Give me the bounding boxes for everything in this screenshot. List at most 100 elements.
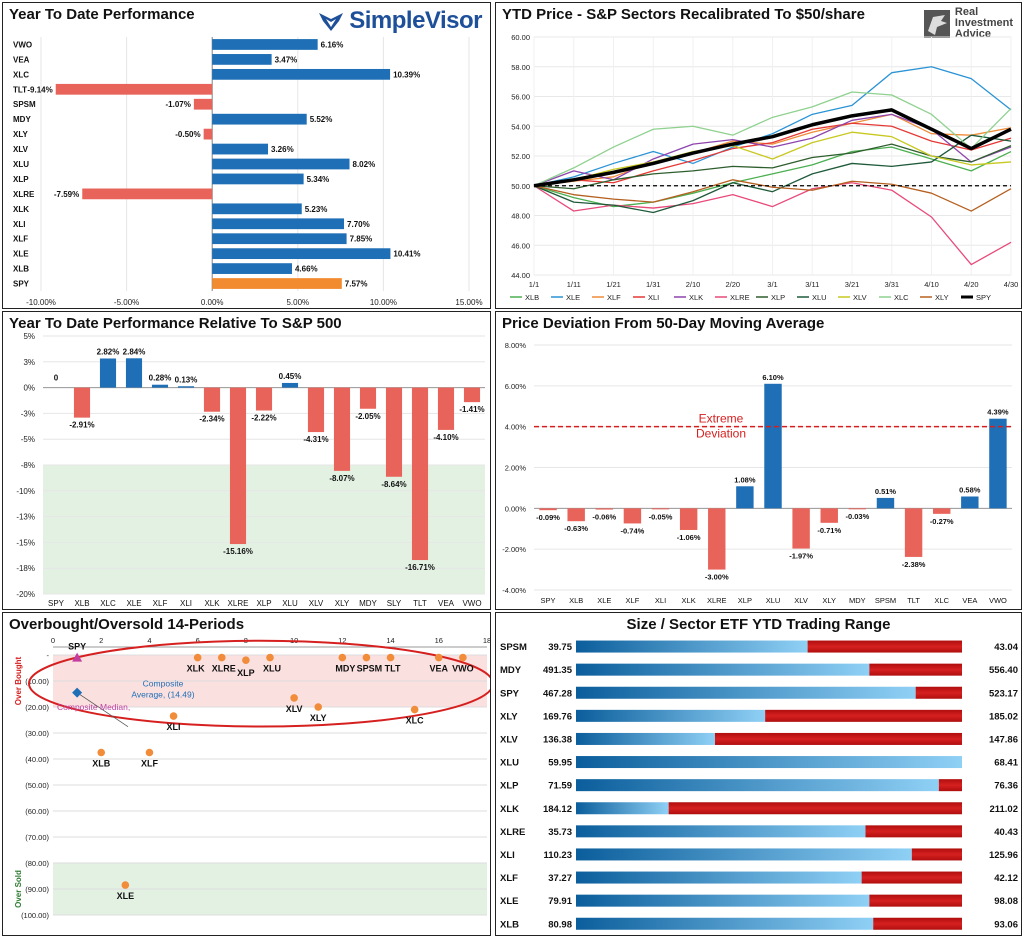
deviation-chart: 8.00% 6.00% 4.00% 2.00% 0.00% -2.00% -4.00% SPY… xyxy=(502,341,1012,605)
ria-logo-line2: Investment xyxy=(954,17,1013,29)
ticker-label: XLI xyxy=(500,850,515,861)
data-label: 5.52% xyxy=(310,115,333,124)
ytd-price-title: YTD Price - S&P Sectors Recalibrated To … xyxy=(502,6,865,23)
category-label: XLY xyxy=(13,130,28,139)
low-value: 467.28 xyxy=(543,688,572,699)
ticker-label: SPSM xyxy=(500,642,527,653)
point-label: SPY xyxy=(68,642,86,652)
data-label: 1.08% xyxy=(734,475,756,484)
bar-vea xyxy=(961,496,979,509)
x-tick-label: 4/20 xyxy=(964,280,979,289)
range-bar-low-xlre xyxy=(576,825,866,838)
trading-range-panel: Size / Sector ETF YTD Trading Range SPSM… xyxy=(495,612,1022,936)
low-value: 79.91 xyxy=(548,896,572,907)
data-label: -2.05% xyxy=(355,412,380,421)
x-tick-label: 4 xyxy=(147,636,151,645)
category-label: SPY xyxy=(13,280,30,289)
category-label: XLV xyxy=(13,145,29,154)
x-tick-label: 2/10 xyxy=(686,280,701,289)
bar-xli xyxy=(651,508,670,510)
point-label: XLE xyxy=(117,891,135,901)
bar-xly xyxy=(820,508,838,523)
ticker-label: XLE xyxy=(500,896,518,907)
bar-xlc xyxy=(99,358,117,388)
range-bar-low-spy xyxy=(576,686,916,699)
category-label: XLE xyxy=(13,250,29,259)
data-label: 0.51% xyxy=(875,487,897,496)
simplevisor-logo: SimpleVisor xyxy=(317,7,482,35)
category-label: MDY xyxy=(849,596,866,605)
data-label: -0.09% xyxy=(536,513,560,522)
low-value: 169.76 xyxy=(543,711,572,722)
ticker-label: XLF xyxy=(500,873,518,884)
data-label: 7.85% xyxy=(350,235,373,244)
y-tick-label: -10% xyxy=(16,487,35,496)
point-label: MDY xyxy=(335,664,355,674)
point-vwo xyxy=(459,653,467,662)
data-label: 4.66% xyxy=(295,265,318,274)
bar-tlt xyxy=(55,83,213,95)
high-value: 556.40 xyxy=(989,665,1018,676)
category-label: XLU xyxy=(766,596,781,605)
relative-performance-title: Year To Date Performance Relative To S&P… xyxy=(9,315,342,332)
high-value: 185.02 xyxy=(989,711,1018,722)
ticker-label: XLV xyxy=(500,734,518,745)
data-label: 4.39% xyxy=(987,408,1009,417)
ytd-price-chart: 44.00 46.00 48.00 50.00 52.00 54.00 56.00 58.00… xyxy=(510,33,1019,302)
bar-xlu xyxy=(764,383,782,509)
range-bar-low-xlv xyxy=(576,732,715,745)
y-tick-label: 44.00 xyxy=(511,271,530,280)
point-mdy xyxy=(338,653,347,662)
y-tick-label: (80.00) xyxy=(25,859,49,868)
bar-xlre xyxy=(82,188,213,200)
bar-xlk xyxy=(212,203,302,215)
low-value: 71.59 xyxy=(548,781,572,792)
bar-xlc xyxy=(212,68,391,80)
category-label: XLF xyxy=(626,596,640,605)
deviation-panel: Price Deviation From 50-Day Moving Avera… xyxy=(495,311,1022,610)
range-bar-low-mdy xyxy=(576,663,870,676)
category-label: SLY xyxy=(387,599,402,608)
y-tick-label: 56.00 xyxy=(511,93,530,102)
x-tick-label: 1/21 xyxy=(606,280,621,289)
x-tick-label: 2/20 xyxy=(725,280,740,289)
data-label: 2.82% xyxy=(97,347,120,356)
category-label: XLV xyxy=(309,599,324,608)
data-label: 8.02% xyxy=(353,160,376,169)
x-tick-label: 4/30 xyxy=(1004,280,1019,289)
high-value: 40.43 xyxy=(994,827,1018,838)
category-label: XLK xyxy=(13,205,29,214)
bar-mdy xyxy=(359,387,377,409)
series-line-xlf xyxy=(533,113,1012,187)
category-label: XLI xyxy=(180,599,192,608)
series-line-xlv xyxy=(533,131,1012,187)
category-label: XLF xyxy=(153,599,168,608)
category-label: XLB xyxy=(569,596,583,605)
range-bar-high-xlv xyxy=(714,732,962,745)
low-value: 491.35 xyxy=(543,665,573,676)
bar-xlf xyxy=(212,233,347,245)
category-label: MDY xyxy=(359,599,377,608)
data-label: 0.28% xyxy=(149,374,172,383)
x-tick-label: 12 xyxy=(338,636,346,645)
composite-average-marker xyxy=(72,687,83,698)
y-tick-label: (60.00) xyxy=(25,807,49,816)
category-label: XLRE xyxy=(13,190,35,199)
point-xly xyxy=(314,703,323,711)
y-tick-label: 46.00 xyxy=(511,241,530,250)
y-tick-label: 60.00 xyxy=(511,33,530,42)
category-label: XLU xyxy=(13,160,29,169)
bar-xlf xyxy=(623,508,642,524)
series-line-spy xyxy=(533,108,1012,188)
range-bar-high-mdy xyxy=(869,663,962,676)
x-tick-label: 3/11 xyxy=(805,280,819,289)
data-label: -8.64% xyxy=(381,480,406,489)
range-bar-high-xly xyxy=(765,709,962,722)
category-label: XLU xyxy=(282,599,298,608)
bar-spsm xyxy=(876,497,895,509)
x-tick-label: 1/1 xyxy=(529,280,539,289)
legend-label: XLI xyxy=(648,293,659,302)
composite-average-label: Composite xyxy=(143,679,184,689)
data-label: -9.14% xyxy=(27,85,52,94)
data-label: 3.47% xyxy=(275,55,298,64)
